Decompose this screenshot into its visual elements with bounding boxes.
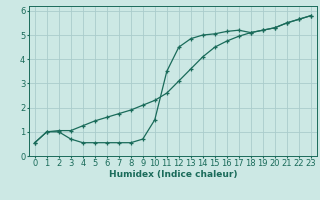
X-axis label: Humidex (Indice chaleur): Humidex (Indice chaleur): [108, 170, 237, 179]
